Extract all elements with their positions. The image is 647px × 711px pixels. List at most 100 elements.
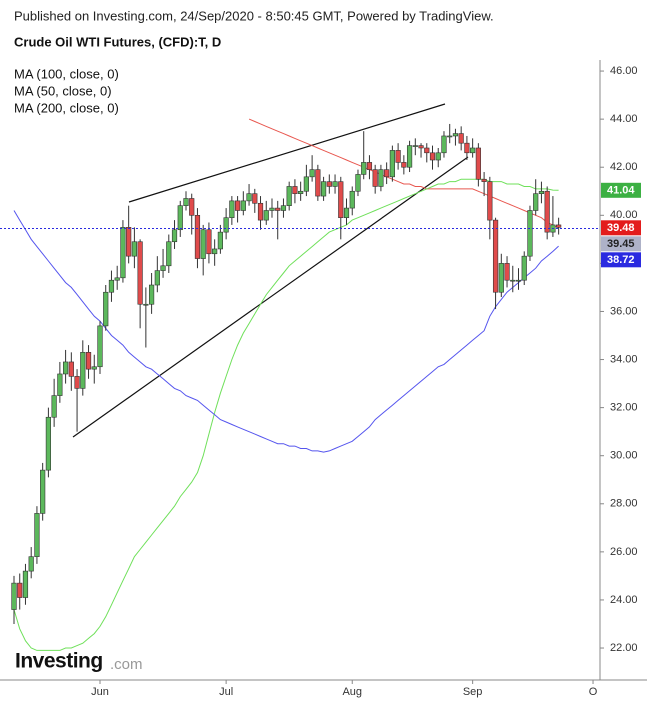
candle-body bbox=[309, 169, 315, 178]
chart-title: Crude Oil WTI Futures, (CFD):T, D bbox=[14, 34, 221, 49]
candle-body bbox=[452, 133, 459, 137]
candle-body bbox=[85, 352, 92, 370]
candle-body bbox=[292, 186, 298, 194]
candle-body bbox=[57, 373, 63, 396]
price-tag bbox=[601, 252, 641, 268]
y-tick-label: 28.00 bbox=[610, 498, 638, 510]
y-tick-label: 30.00 bbox=[610, 450, 638, 462]
candle-body bbox=[137, 241, 143, 305]
y-tick-label: 34.00 bbox=[610, 353, 638, 365]
candle-body bbox=[62, 361, 69, 375]
candle-body bbox=[143, 303, 149, 306]
candle-body bbox=[120, 227, 126, 279]
candle-body bbox=[315, 169, 321, 197]
candle-body bbox=[263, 210, 269, 221]
trend-line bbox=[128, 103, 446, 203]
price-tag bbox=[601, 220, 641, 236]
candle-body bbox=[298, 190, 304, 194]
y-tick-label: 44.00 bbox=[610, 113, 638, 125]
y-tick-label: 24.00 bbox=[610, 594, 638, 606]
x-tick-label: Jun bbox=[91, 686, 109, 698]
candle-body bbox=[418, 145, 424, 149]
logo: Investing .com bbox=[15, 650, 143, 673]
candle-body bbox=[269, 207, 275, 211]
candle-body bbox=[458, 133, 464, 144]
x-tick-label: Aug bbox=[342, 686, 362, 698]
legend-entry: MA (100, close, 0) bbox=[14, 66, 119, 81]
y-tick-label: 46.00 bbox=[610, 65, 638, 77]
candle-body bbox=[22, 570, 29, 598]
candle-body bbox=[34, 513, 40, 557]
ma-line bbox=[13, 178, 559, 651]
candle-body bbox=[487, 181, 493, 221]
candle-body bbox=[406, 145, 413, 168]
candle-body bbox=[464, 142, 470, 154]
candle-body bbox=[544, 190, 550, 233]
candle-body bbox=[257, 202, 264, 221]
candle-body bbox=[384, 169, 390, 178]
candle-body bbox=[424, 147, 430, 154]
price-tag-label: 38.72 bbox=[607, 254, 635, 266]
candle-body bbox=[475, 147, 481, 180]
candle-body bbox=[429, 152, 436, 161]
candle-body bbox=[556, 224, 562, 228]
legend-entry: MA (50, close, 0) bbox=[14, 83, 112, 98]
candle-body bbox=[252, 193, 258, 204]
candle-body bbox=[470, 147, 476, 154]
candle-body bbox=[355, 174, 361, 192]
candle-body bbox=[45, 416, 51, 471]
candle-body bbox=[154, 270, 160, 286]
candle-body bbox=[280, 205, 287, 211]
y-tick-label: 32.00 bbox=[610, 402, 638, 414]
candle-body bbox=[521, 255, 527, 281]
candle-body bbox=[28, 556, 34, 572]
candle-body bbox=[246, 193, 252, 202]
candle-body bbox=[80, 352, 86, 389]
candle-body bbox=[126, 227, 132, 257]
ma-line bbox=[248, 118, 559, 229]
published-note: Published on Investing.com, 24/Sep/2020 … bbox=[14, 8, 494, 23]
candle-body bbox=[97, 325, 103, 368]
price-tag bbox=[601, 182, 641, 198]
candle-body bbox=[189, 198, 195, 216]
candle-body bbox=[148, 284, 155, 305]
candle-body bbox=[68, 361, 74, 377]
candle-body bbox=[320, 181, 327, 197]
candle-body bbox=[527, 210, 533, 257]
x-tick-label: O bbox=[589, 686, 598, 698]
trend-line bbox=[72, 156, 469, 438]
candle-body bbox=[212, 248, 218, 255]
x-tick-label: Jul bbox=[219, 686, 233, 698]
candle-body bbox=[372, 169, 378, 187]
candle-body bbox=[510, 279, 516, 282]
candle-body bbox=[234, 200, 241, 211]
candle-body bbox=[217, 231, 223, 250]
candle-body bbox=[17, 582, 23, 598]
candle-body bbox=[441, 135, 447, 154]
candle-body bbox=[538, 190, 545, 194]
logo-name: Investing bbox=[15, 650, 103, 673]
candle-body bbox=[114, 277, 120, 281]
price-tag-label: 39.48 bbox=[607, 222, 635, 234]
candle-body bbox=[533, 193, 539, 211]
candle-body bbox=[401, 162, 407, 168]
candle-body bbox=[447, 135, 453, 138]
y-tick-label: 36.00 bbox=[610, 305, 638, 317]
candle-body bbox=[91, 366, 97, 370]
candle-body bbox=[11, 582, 17, 610]
price-tag-label: 39.45 bbox=[607, 238, 635, 250]
candle-body bbox=[504, 263, 510, 281]
candle-body bbox=[361, 162, 367, 175]
candle-body bbox=[194, 215, 201, 259]
candle-body bbox=[492, 219, 499, 293]
y-tick-label: 42.00 bbox=[610, 161, 638, 173]
candle-body bbox=[412, 145, 418, 147]
candle-body bbox=[326, 181, 332, 187]
x-tick-label: Sep bbox=[463, 686, 483, 698]
candle-body bbox=[183, 198, 189, 206]
candle-body bbox=[74, 376, 80, 389]
candle-body bbox=[395, 150, 401, 163]
candle-body bbox=[498, 263, 504, 293]
